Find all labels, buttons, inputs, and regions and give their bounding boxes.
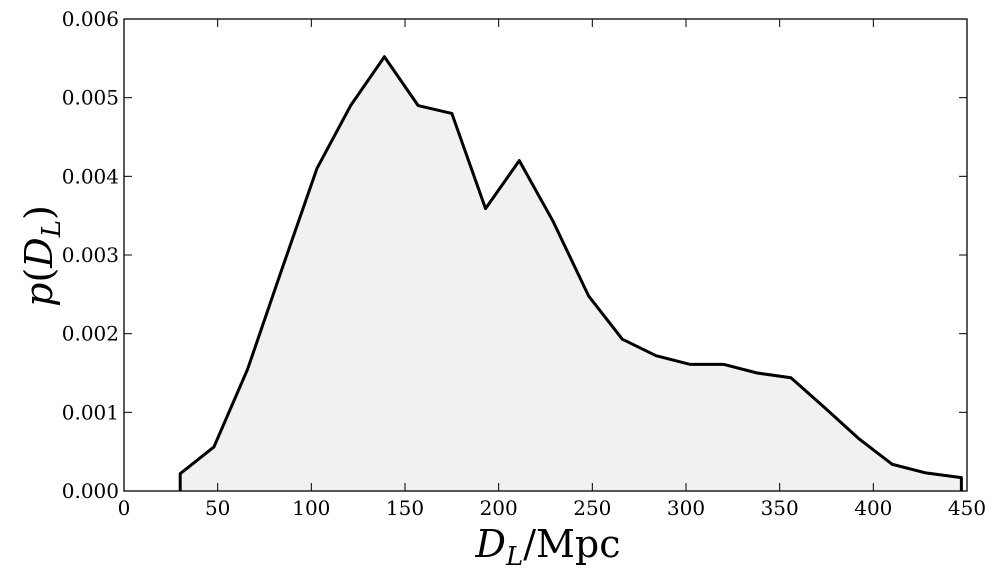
y-tick-label: 0.006 [62, 7, 119, 31]
y-axis-title: p(DL) [17, 205, 67, 307]
density-line [178, 55, 963, 491]
x-tick-label: 0 [118, 496, 131, 520]
x-tick-label: 250 [573, 496, 611, 520]
y-tick-label: 0.003 [62, 243, 119, 267]
x-tick-label: 400 [854, 496, 892, 520]
x-tick-label: 300 [667, 496, 705, 520]
density-fill-layer [180, 56, 962, 491]
x-tick-label: 350 [761, 496, 799, 520]
x-tick-label: 150 [386, 496, 424, 520]
y-tick-label: 0.000 [62, 479, 119, 503]
x-tick-label: 450 [948, 496, 986, 520]
y-tick-label: 0.002 [62, 322, 119, 346]
tick-label-layer: 0 50 100 150 200 250 300 350 400 450 0.000 0.001 0.0… [62, 7, 986, 520]
density-line-layer [178, 55, 963, 491]
y-tick-label: 0.004 [62, 164, 119, 188]
density-area [180, 56, 962, 491]
y-tick-label: 0.001 [62, 400, 119, 424]
x-axis-title: DL/Mpc [474, 522, 620, 572]
x-tick-label: 100 [292, 496, 330, 520]
x-tick-label: 50 [205, 496, 230, 520]
y-tick-label: 0.005 [62, 86, 119, 110]
tick-layer [123, 18, 968, 492]
x-tick-label: 200 [480, 496, 518, 520]
